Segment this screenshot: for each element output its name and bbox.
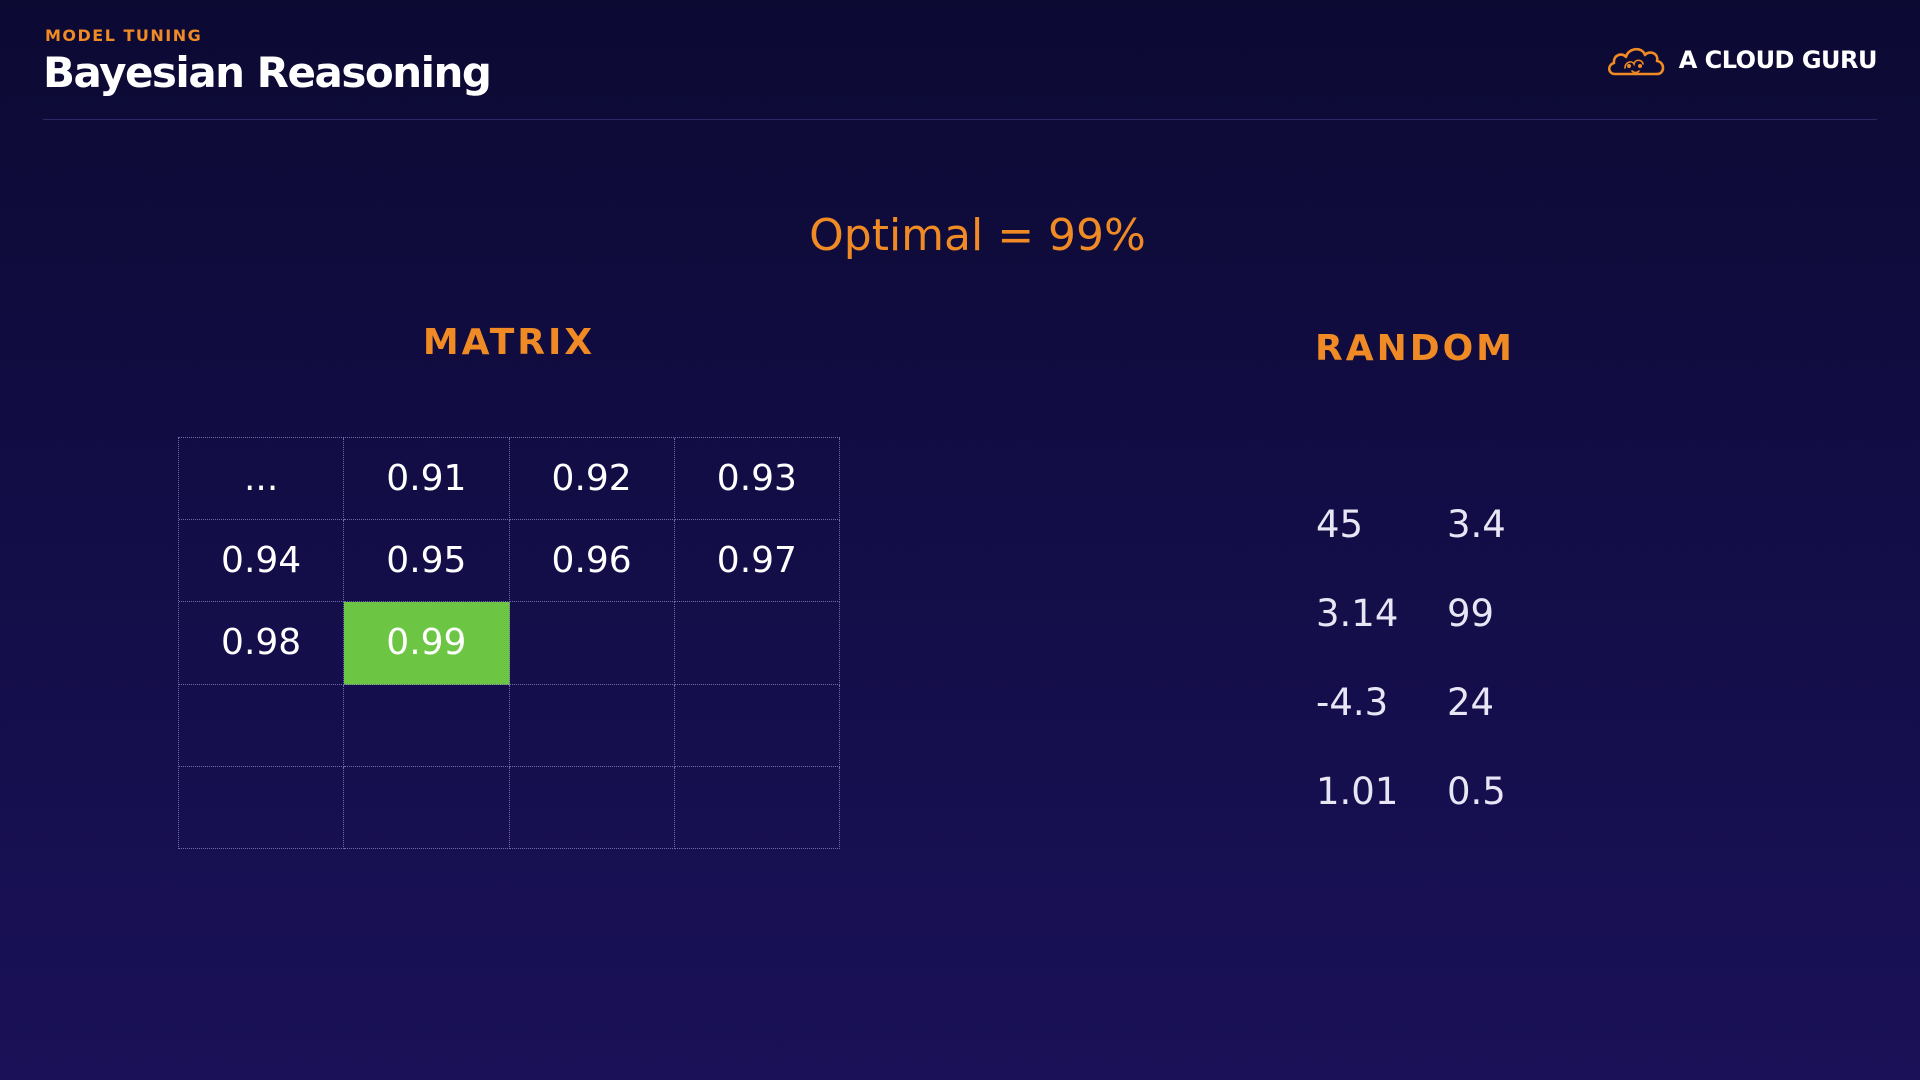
- random-value: 3.4: [1447, 503, 1506, 546]
- matrix-cell: [179, 766, 345, 849]
- matrix-cell: [509, 684, 675, 767]
- section-kicker: MODEL TUNING: [45, 26, 203, 45]
- matrix-cell: 0.94: [179, 520, 345, 603]
- brand-logo: A CLOUD GURU: [1605, 36, 1878, 84]
- random-row: 45 3.4: [1316, 480, 1567, 569]
- matrix-cell: [344, 766, 510, 849]
- page-title: Bayesian Reasoning: [43, 48, 492, 97]
- random-title: RANDOM: [1314, 328, 1516, 369]
- matrix-cell: ...: [179, 438, 345, 521]
- matrix-cell: [509, 602, 675, 685]
- matrix-cell: 0.95: [344, 520, 510, 603]
- matrix-cell: 0.91: [344, 438, 510, 521]
- random-value: 3.14: [1316, 592, 1399, 635]
- random-value: 0.5: [1447, 770, 1506, 813]
- matrix-grid: ... 0.91 0.92 0.93 0.94 0.95 0.96 0.97 0…: [178, 437, 840, 849]
- matrix-cell: [674, 684, 840, 767]
- random-value: -4.3: [1316, 681, 1389, 724]
- random-value: 1.01: [1316, 770, 1399, 813]
- random-row: -4.3 24: [1316, 658, 1567, 747]
- matrix-cell: [344, 684, 510, 767]
- matrix-cell: [674, 602, 840, 685]
- header-divider: [43, 119, 1877, 120]
- cloud-logo-icon: [1607, 47, 1664, 76]
- brand-name: A CLOUD GURU: [1678, 46, 1878, 74]
- matrix-cell: [509, 766, 675, 849]
- random-row: 3.14 99: [1316, 569, 1567, 658]
- matrix-cell: 0.97: [674, 520, 840, 603]
- matrix-cell-optimal: 0.99: [344, 602, 510, 685]
- optimal-value: Optimal = 99%: [809, 210, 1146, 261]
- random-value: 24: [1447, 681, 1495, 724]
- random-value: 99: [1447, 592, 1495, 635]
- matrix-cell: [179, 684, 345, 767]
- random-value: 45: [1316, 503, 1364, 546]
- matrix-cell: 0.98: [179, 602, 345, 685]
- matrix-cell: 0.96: [509, 520, 675, 603]
- matrix-cell: [674, 766, 840, 849]
- matrix-cell: 0.92: [509, 438, 675, 521]
- matrix-title: MATRIX: [422, 322, 596, 363]
- matrix-cell: 0.93: [674, 438, 840, 521]
- random-values-list: 45 3.4 3.14 99 -4.3 24 1.01 0.5: [1316, 480, 1567, 836]
- random-row: 1.01 0.5: [1316, 747, 1567, 836]
